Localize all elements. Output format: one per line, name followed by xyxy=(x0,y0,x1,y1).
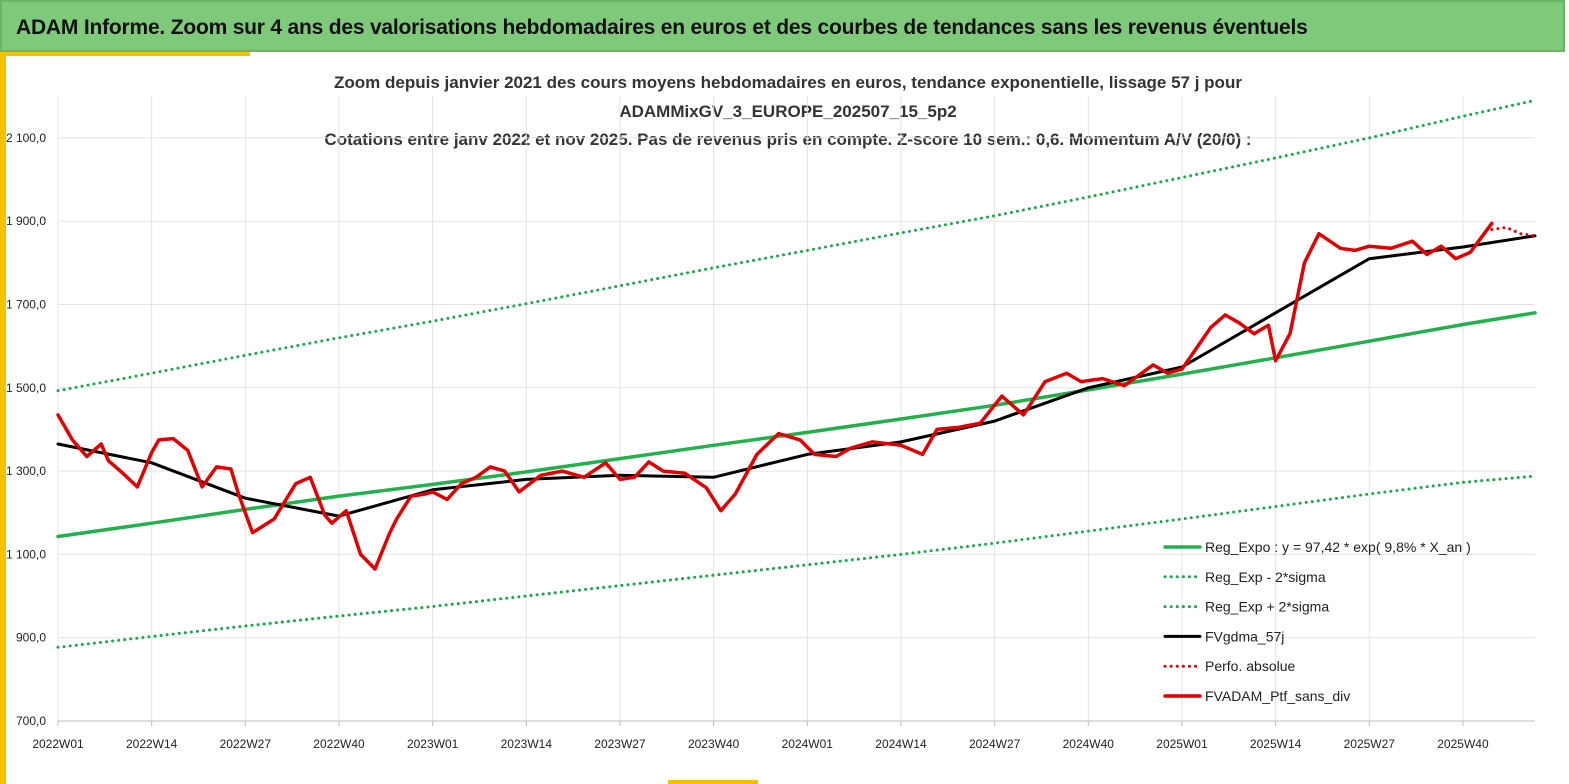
x-tick-label: 2024W40 xyxy=(1063,737,1115,751)
legend-label-5: FVADAM_Ptf_sans_div xyxy=(1205,688,1350,704)
chart-title-line-1: Zoom depuis janvier 2021 des cours moyen… xyxy=(334,73,1242,92)
chart-title-line-3: Cotations entre janv 2022 et nov 2025. P… xyxy=(324,130,1251,149)
x-tick-label: 2024W01 xyxy=(782,737,834,751)
y-tick-label: 1 700,0 xyxy=(6,298,46,312)
x-tick-label: 2023W40 xyxy=(688,737,740,751)
x-tick-label: 2023W14 xyxy=(501,737,553,751)
series-line-0 xyxy=(56,311,1537,539)
x-tick-label: 2025W40 xyxy=(1437,737,1489,751)
header-banner: ADAM Informe. Zoom sur 4 ans des valoris… xyxy=(0,0,1565,52)
y-axis-ticks: 700,0 900,0 1 100,0 1 300,0 1 500,0 1 700,0 1 … xyxy=(6,131,46,728)
y-tick-label: 900,0 xyxy=(16,631,46,645)
legend-label-2: Reg_Exp + 2*sigma xyxy=(1205,599,1329,615)
series-line-5 xyxy=(56,221,1494,571)
gridlines xyxy=(57,96,1535,722)
chart-title: Zoom depuis janvier 2021 des cours moyen… xyxy=(324,73,1251,149)
y-tick-label: 700,0 xyxy=(16,714,46,728)
accent-bar-left xyxy=(0,52,6,784)
accent-bar-bottom xyxy=(668,780,758,784)
x-tick-label: 2024W14 xyxy=(875,737,927,751)
y-tick-label: 1 900,0 xyxy=(6,214,46,228)
page-title: ADAM Informe. Zoom sur 4 ans des valoris… xyxy=(16,16,1308,39)
x-tick-label: 2023W01 xyxy=(407,737,459,751)
legend-label-1: Reg_Exp - 2*sigma xyxy=(1205,569,1326,585)
series-line-4 xyxy=(1490,225,1537,238)
series-line-1 xyxy=(56,474,1537,649)
chart-title-line-2: ADAMMixGV_3_EUROPE_202507_15_5p2 xyxy=(619,102,956,121)
x-tick-label: 2025W27 xyxy=(1344,737,1396,751)
x-tick-label: 2022W14 xyxy=(126,737,178,751)
series-line-2 xyxy=(56,98,1537,393)
x-tick-label: 2024W27 xyxy=(969,737,1021,751)
accent-bar-top xyxy=(0,52,250,56)
legend-label-4: Perfo. absolue xyxy=(1205,658,1295,674)
y-tick-label: 1 500,0 xyxy=(6,381,46,395)
x-axis-ticks: 2022W01 2022W14 2022W27 2022W40 2023W01 2023W… xyxy=(32,721,1489,751)
x-tick-label: 2023W27 xyxy=(594,737,646,751)
x-tick-label: 2022W01 xyxy=(32,737,84,751)
x-tick-label: 2025W14 xyxy=(1250,737,1302,751)
y-tick-label: 1 300,0 xyxy=(6,464,46,478)
x-tick-label: 2022W40 xyxy=(313,737,365,751)
series-lines xyxy=(56,98,1537,649)
legend: Reg_Expo : y = 97,42 * exp( 9,8% * X_an … xyxy=(1163,539,1471,704)
series-line-3 xyxy=(56,234,1537,518)
y-tick-label: 1 100,0 xyxy=(6,547,46,561)
legend-label-0: Reg_Expo : y = 97,42 * exp( 9,8% * X_an … xyxy=(1205,539,1471,555)
y-tick-label: 2 100,0 xyxy=(6,131,46,145)
legend-label-3: FVgdma_57j xyxy=(1205,628,1284,644)
x-tick-label: 2022W27 xyxy=(220,737,272,751)
x-tick-label: 2025W01 xyxy=(1156,737,1208,751)
